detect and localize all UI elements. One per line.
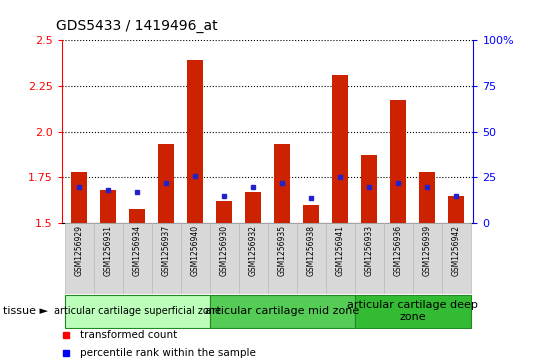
Bar	[390, 101, 406, 223]
Text: GSM1256941: GSM1256941	[336, 225, 345, 276]
Text: GDS5433 / 1419496_at: GDS5433 / 1419496_at	[56, 19, 218, 33]
Bar	[94, 223, 123, 294]
Bar	[65, 295, 210, 328]
Bar	[65, 223, 94, 294]
Text: GSM1256934: GSM1256934	[133, 225, 141, 277]
Bar	[210, 223, 239, 294]
Bar	[332, 75, 348, 223]
Text: articular cartilage superficial zone: articular cartilage superficial zone	[54, 306, 221, 316]
Bar	[123, 223, 152, 294]
Bar	[216, 201, 232, 223]
Text: GSM1256939: GSM1256939	[422, 225, 431, 277]
Bar	[210, 295, 355, 328]
Text: GSM1256932: GSM1256932	[249, 225, 258, 276]
Text: GSM1256937: GSM1256937	[162, 225, 171, 277]
Bar	[158, 144, 174, 223]
Bar	[384, 223, 413, 294]
Text: GSM1256935: GSM1256935	[278, 225, 287, 277]
Text: GSM1256929: GSM1256929	[75, 225, 84, 276]
Text: percentile rank within the sample: percentile rank within the sample	[80, 348, 256, 358]
Bar	[152, 223, 181, 294]
Bar	[239, 223, 268, 294]
Text: GSM1256931: GSM1256931	[104, 225, 113, 276]
Bar	[296, 223, 325, 294]
Bar	[303, 205, 319, 223]
Bar	[187, 60, 203, 223]
Bar	[413, 223, 442, 294]
Bar	[448, 196, 464, 223]
Text: GSM1256942: GSM1256942	[451, 225, 461, 276]
Text: transformed count: transformed count	[80, 330, 178, 340]
Bar	[355, 295, 471, 328]
Bar	[419, 172, 435, 223]
Bar	[361, 155, 377, 223]
Text: articular cartilage deep
zone: articular cartilage deep zone	[347, 301, 478, 322]
Text: GSM1256938: GSM1256938	[307, 225, 316, 276]
Text: GSM1256933: GSM1256933	[365, 225, 373, 277]
Bar	[129, 209, 145, 223]
Text: tissue ►: tissue ►	[3, 306, 48, 316]
Bar	[442, 223, 471, 294]
Bar	[72, 172, 87, 223]
Bar	[274, 144, 290, 223]
Bar	[325, 223, 355, 294]
Text: GSM1256940: GSM1256940	[190, 225, 200, 277]
Bar	[355, 223, 384, 294]
Bar	[181, 223, 210, 294]
Bar	[268, 223, 296, 294]
Bar	[100, 190, 116, 223]
Bar	[245, 192, 261, 223]
Text: articular cartilage mid zone: articular cartilage mid zone	[205, 306, 359, 316]
Text: GSM1256936: GSM1256936	[394, 225, 402, 277]
Text: GSM1256930: GSM1256930	[220, 225, 229, 277]
